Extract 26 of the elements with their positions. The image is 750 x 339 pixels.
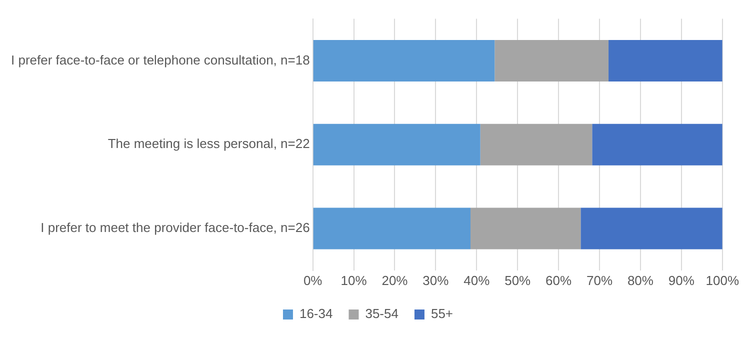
x-tick-label: 30%	[422, 272, 450, 288]
bar	[470, 208, 581, 250]
bar	[494, 40, 609, 82]
x-tick-label: 10%	[340, 272, 368, 288]
bar	[608, 40, 722, 82]
bar	[313, 208, 471, 250]
x-tick-label: 70%	[586, 272, 613, 288]
x-tick-label: 60%	[546, 272, 572, 288]
x-tick-label: 20%	[382, 272, 408, 288]
x-tick-label: 40%	[464, 272, 490, 288]
bar	[580, 208, 722, 250]
x-tick-label: 0%	[303, 272, 323, 288]
y-tick-label: I prefer to meet the provider face-to-face, n=26	[40, 220, 310, 236]
bar	[592, 124, 722, 166]
x-tick-label: 100%	[706, 272, 740, 288]
legend-label: 55+	[430, 306, 454, 322]
x-tick-label: 50%	[504, 272, 532, 288]
y-tick-label: The meeting is less personal, n=22	[108, 136, 310, 152]
legend-label: 35-54	[365, 306, 398, 322]
bar	[480, 124, 592, 166]
y-tick-label: I prefer face-to-face or telephone consultation, n=18	[10, 52, 310, 68]
x-tick-label: 80%	[627, 272, 654, 288]
bar	[313, 124, 480, 166]
x-tick-label: 90%	[668, 272, 695, 288]
bar	[313, 40, 495, 82]
legend-label: 16-34	[299, 306, 333, 322]
